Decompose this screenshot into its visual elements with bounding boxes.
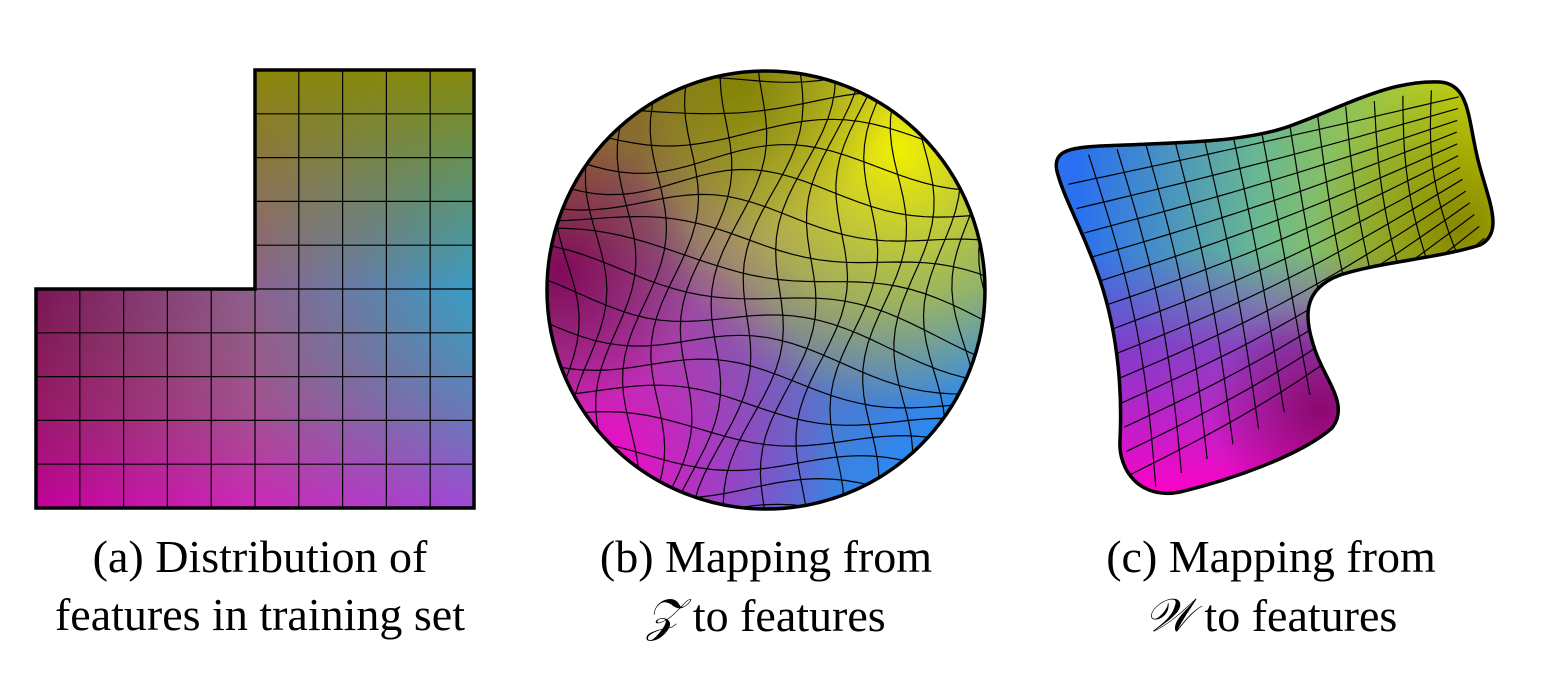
panel-b-grid-curve-v: [829, 71, 910, 509]
caption-b-symbol: 𝒵: [646, 588, 682, 642]
panel-c-grid-curve-h: [1084, 119, 1458, 234]
panel-b-grid-curve-v: [690, 71, 804, 509]
caption-a-line2: features in training set: [54, 589, 466, 640]
panel-b-grid-curve-v: [759, 71, 863, 509]
panel-b-outline: [545, 69, 987, 511]
caption-b-line1: (b) Mapping from: [599, 531, 933, 582]
caption-c-line2-rest: to features: [1192, 590, 1398, 641]
panel-c-grid-curve-h: [1068, 96, 1459, 185]
panel-b-grid-curve-h: [547, 226, 985, 343]
panel-c-grid-curve-h: [1098, 143, 1458, 282]
panel-c-grid-curve-h: [1121, 202, 1471, 404]
panel-b-grid-curve-h: [547, 214, 985, 297]
panel-b-grid-curve-v: [664, 71, 768, 509]
panel-c-grid-curve-h: [1091, 131, 1458, 258]
panel-a-outline: [34, 68, 476, 510]
panel-c-fill-dark: [1056, 81, 1493, 494]
panel-b-grid-curve-h: [547, 502, 985, 509]
panel-c-grid-curve-h: [1076, 108, 1458, 210]
panel-b-grid-curve-h: [547, 266, 985, 384]
panel-b-grid-curve-v: [642, 71, 733, 509]
panel-b-grid-curve-h: [547, 303, 985, 395]
caption-c-symbol: 𝒲: [1144, 588, 1193, 642]
panel-b-grid-curve-h: [547, 240, 985, 373]
caption-a: (a) Distribution of features in training…: [0, 528, 520, 644]
panel-b-grid-curve-h: [547, 162, 985, 218]
panel-c-grid-curve-h: [1109, 166, 1461, 331]
panel-c-grid-curve-h: [1118, 190, 1467, 380]
panel-b-grid-curve-h: [547, 347, 985, 410]
caption-c-line1: (c) Mapping from: [1106, 531, 1436, 582]
caption-b-line2-rest: to features: [681, 590, 886, 641]
panel-c-grid-curve-h: [1114, 178, 1463, 355]
panel-b-grid-curve-v: [627, 71, 709, 509]
panel-b-grid-curve-v: [795, 71, 888, 509]
caption-c-line2: 𝒲 to features: [1045, 586, 1497, 645]
caption-b: (b) Mapping from 𝒵 to features: [540, 528, 992, 645]
panel-c-warped-mapping: [1054, 80, 1495, 496]
caption-c: (c) Mapping from 𝒲 to features: [1045, 528, 1497, 645]
panel-c-grid: [1068, 90, 1485, 487]
panel-c-grid-curve-h: [1104, 155, 1459, 307]
caption-b-line2: 𝒵 to features: [540, 586, 992, 645]
panel-b-circle-mapping: [545, 69, 987, 511]
panel-c-outline: [1054, 80, 1495, 496]
caption-a-line1: (a) Distribution of: [92, 531, 428, 582]
panel-b-grid-curve-v: [722, 71, 837, 509]
panel-a-l-shape-distribution: [34, 68, 476, 510]
panel-b-grid-curve-v: [856, 71, 925, 509]
